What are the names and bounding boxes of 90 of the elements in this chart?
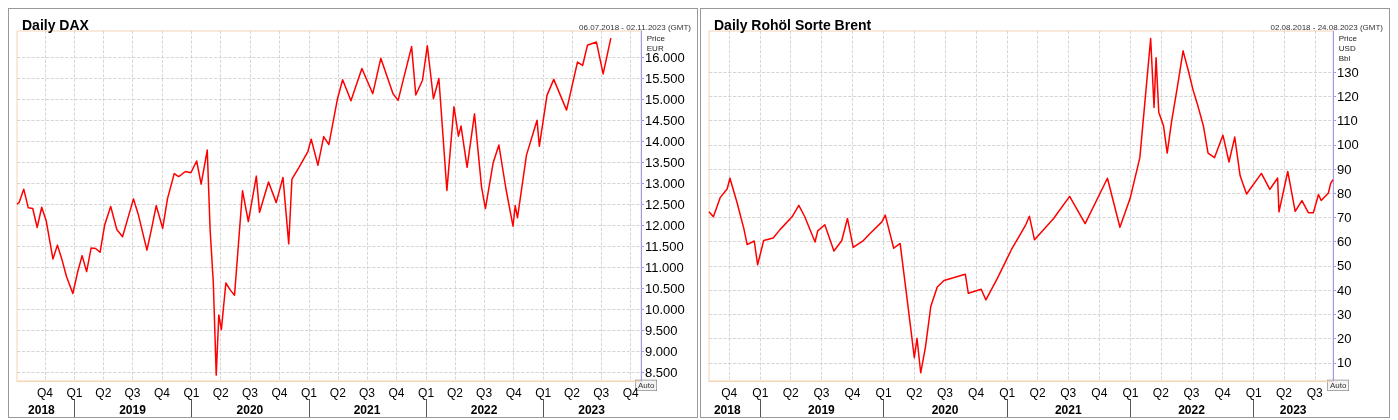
x-tick-label: Q4	[1091, 386, 1108, 400]
x-tick-label: Q4	[36, 386, 54, 400]
y-tick-label: 80	[1337, 185, 1352, 201]
x2-tick-label: 2018	[713, 403, 741, 417]
x-tick-label: Q1	[875, 386, 892, 400]
x-tick-label: Q1	[535, 386, 552, 400]
annotation: Auto	[1329, 380, 1347, 390]
y-tick-label: 13.000	[645, 175, 685, 191]
chart-title: Daily DAX	[22, 17, 90, 33]
x-tick-label: Q4	[154, 386, 171, 400]
x-tick-label: Q4	[721, 386, 738, 400]
y-tick-label: 11.500	[645, 238, 684, 254]
y-tick-label: 10.500	[645, 280, 685, 296]
x2-tick-label: 2020	[931, 403, 959, 417]
annotation: Auto	[637, 380, 655, 390]
x-tick-label: Q4	[388, 386, 405, 400]
x-tick-label: Q3	[359, 386, 376, 400]
y-tick-label: 15.500	[645, 70, 685, 86]
x-tick-label: Q2	[212, 386, 230, 400]
x-tick-label: Q1	[183, 386, 200, 400]
x2-tick-label: 2019	[119, 403, 147, 417]
y-tick-label: 14.500	[645, 112, 685, 128]
x-tick-label: Q2	[564, 386, 581, 400]
x-tick-label: Q3	[124, 386, 141, 400]
chart-subtitle: 02.08.2018 - 24.08.2023 (GMT)	[1270, 22, 1384, 32]
y-tick-label: 30	[1337, 306, 1352, 322]
x2-tick-label: 2021	[1054, 403, 1082, 417]
x-tick-label: Q1	[300, 386, 318, 400]
y-tick-label: 12.500	[645, 196, 685, 212]
x2-tick-label: 2020	[236, 403, 264, 417]
x-tick-label: Q2	[1029, 386, 1046, 400]
y-tick-label: 120	[1337, 88, 1359, 104]
x-tick-label: Q2	[329, 386, 347, 400]
x-tick-label: Q1	[752, 386, 769, 400]
y-tick-label: 13.500	[645, 154, 685, 170]
y-tick-label: 40	[1337, 282, 1352, 298]
y-tick-label: 11.000	[645, 259, 684, 275]
x2-tick-label: 2022	[470, 403, 498, 417]
y-tick-label: 15.000	[645, 91, 685, 107]
x-tick-label: Q2	[1152, 386, 1170, 400]
y-tick-label: 14.000	[645, 133, 685, 149]
x-tick-label: Q1	[66, 386, 83, 400]
x-tick-label: Q3	[476, 386, 493, 400]
y-tick-label: 20	[1337, 331, 1352, 347]
x-tick-label: Q2	[446, 386, 464, 400]
x-tick-label: Q3	[1060, 386, 1077, 400]
line-series	[16, 37, 612, 376]
x-tick-label: Q2	[906, 386, 923, 400]
y-axis-title: Price EUR	[646, 33, 666, 53]
x-tick-label: Q2	[1276, 386, 1293, 400]
x2-tick-label: 2022	[1178, 403, 1206, 417]
x2-tick-label: 2018	[28, 403, 56, 417]
x-tick-label: Q1	[999, 386, 1016, 400]
x-tick-label: Q4	[505, 386, 522, 400]
x2-tick-label: 2023	[1279, 403, 1307, 417]
x-tick-label: Q2	[782, 386, 800, 400]
x-tick-label: Q4	[1214, 386, 1231, 400]
y-tick-label: 100	[1337, 137, 1359, 153]
y-tick-label: 8.500	[645, 365, 678, 381]
y-tick-label: 9.000	[645, 344, 678, 360]
x-tick-label: Q1	[1245, 386, 1262, 400]
y-tick-label: 130	[1337, 64, 1359, 80]
y-tick-label: 12.000	[645, 217, 685, 233]
y-tick-label: 10.000	[645, 301, 685, 317]
x-tick-label: Q3	[813, 386, 830, 400]
y-tick-label: 10	[1337, 355, 1352, 371]
chart-title: Daily Rohöl Sorte Brent	[714, 17, 872, 33]
x-tick-label: Q4	[844, 386, 861, 400]
line-series	[708, 37, 1334, 374]
x-tick-label: Q3	[937, 386, 954, 400]
x2-tick-label: 2023	[578, 403, 606, 417]
x-tick-label: Q4	[968, 386, 985, 400]
y-tick-label: 90	[1337, 161, 1352, 177]
x-tick-label: Q3	[593, 386, 610, 400]
x2-tick-label: 2021	[353, 403, 381, 417]
x-tick-label: Q2	[95, 386, 112, 400]
x-tick-label: Q1	[418, 386, 435, 400]
x-tick-label: Q3	[1183, 386, 1200, 400]
x-tick-label: Q4	[271, 386, 288, 400]
x2-tick-label: 2019	[808, 403, 836, 417]
y-tick-label: 110	[1337, 113, 1358, 129]
y-tick-label: 70	[1337, 210, 1352, 226]
x-tick-label: Q1	[1122, 386, 1139, 400]
y-tick-label: 60	[1337, 234, 1352, 250]
x-tick-label: Q3	[1306, 386, 1324, 400]
x-tick-label: Q3	[241, 386, 259, 400]
y-tick-label: 9.500	[645, 323, 678, 339]
y-axis-title: Price USD Bbl	[1338, 33, 1358, 63]
chart-subtitle: 06.07.2018 - 02.11.2023 (GMT)	[579, 22, 692, 32]
y-tick-label: 50	[1337, 258, 1352, 274]
